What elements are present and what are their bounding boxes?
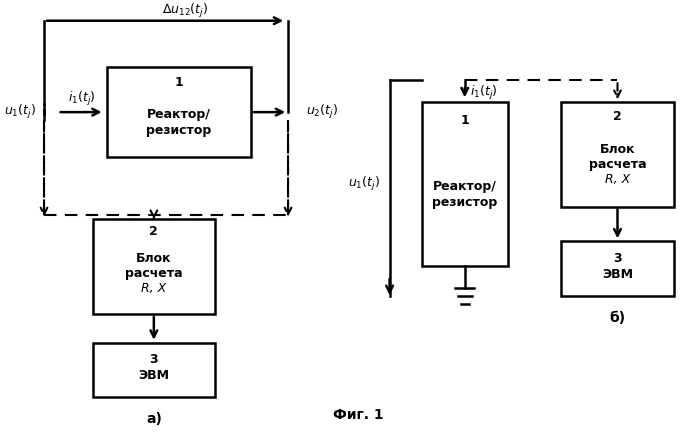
Text: б): б) [610, 311, 626, 325]
Text: $\Delta u_{12}(t_j)$: $\Delta u_{12}(t_j)$ [162, 2, 209, 20]
Text: ЭВМ: ЭВМ [602, 268, 633, 281]
Text: расчета: расчета [589, 158, 647, 171]
Text: 3: 3 [613, 252, 622, 265]
Bar [561, 241, 674, 296]
Text: Фиг. 1: Фиг. 1 [333, 408, 384, 422]
Text: R, X: R, X [141, 282, 166, 295]
Text: Блок: Блок [136, 252, 171, 265]
Text: ЭВМ: ЭВМ [138, 369, 169, 382]
Text: 1: 1 [461, 113, 469, 126]
Text: $i_1(t_j)$: $i_1(t_j)$ [69, 90, 96, 108]
Text: $u_1(t_j)$: $u_1(t_j)$ [347, 175, 380, 193]
Text: $i_1(t_j)$: $i_1(t_j)$ [470, 84, 498, 102]
Bar [421, 102, 507, 266]
Text: 2: 2 [150, 225, 158, 238]
Text: R, X: R, X [605, 173, 630, 186]
Text: резистор: резистор [432, 195, 498, 208]
Text: расчета: расчета [125, 267, 182, 280]
Text: Реактор/: Реактор/ [433, 180, 497, 193]
Text: Реактор/: Реактор/ [147, 108, 210, 121]
Bar [93, 219, 215, 314]
Text: а): а) [146, 412, 161, 426]
Text: резистор: резистор [146, 123, 211, 136]
Text: 1: 1 [174, 76, 183, 89]
Text: 2: 2 [613, 109, 622, 123]
Bar [561, 102, 674, 207]
Bar [106, 68, 251, 157]
Bar [93, 343, 215, 397]
Text: $u_1(t_j)$: $u_1(t_j)$ [4, 103, 36, 121]
Text: Блок: Блок [600, 143, 635, 156]
Text: $u_2(t_j)$: $u_2(t_j)$ [305, 103, 338, 121]
Text: 3: 3 [150, 354, 158, 367]
